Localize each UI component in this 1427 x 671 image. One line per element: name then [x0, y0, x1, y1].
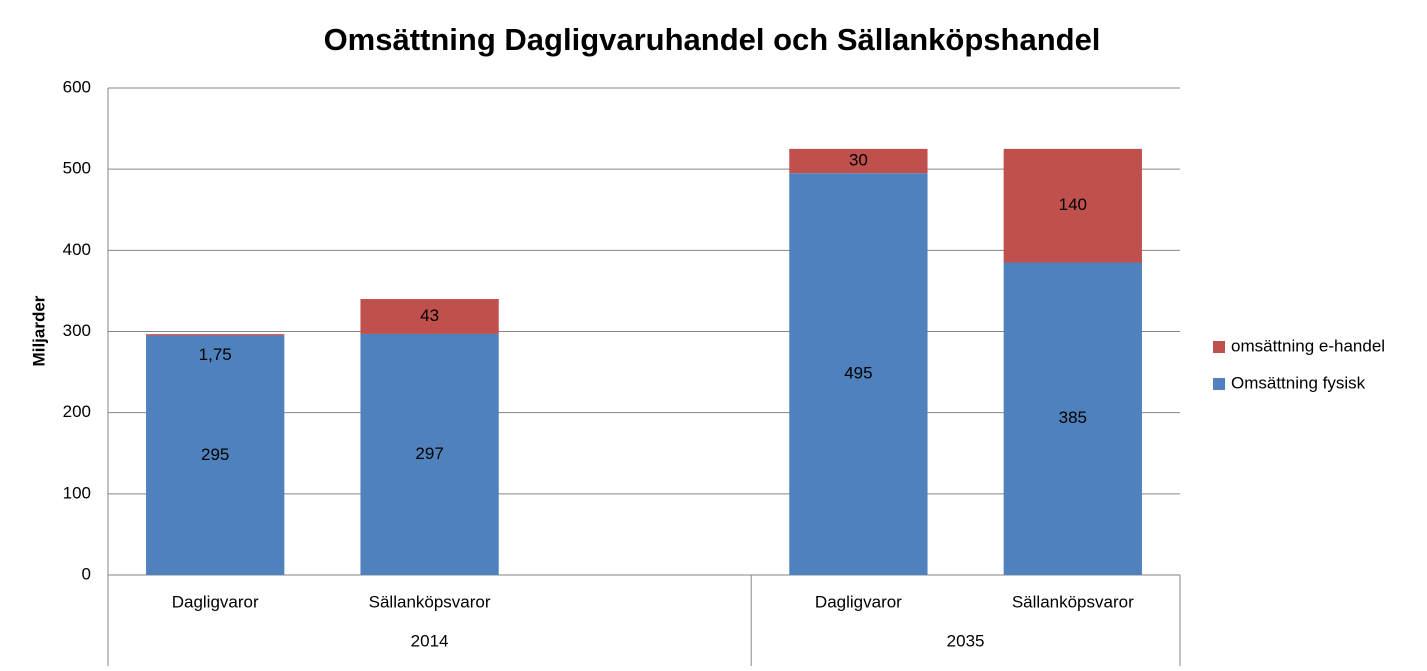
- data-label: 43: [420, 306, 439, 325]
- y-tick-label: 500: [63, 159, 91, 178]
- data-label: 385: [1059, 408, 1087, 427]
- x-tick-label: Dagligvaror: [815, 592, 902, 611]
- x-tick-label: Dagligvaror: [172, 592, 259, 611]
- group-label: 2014: [411, 631, 449, 650]
- legend-swatch: [1213, 378, 1225, 390]
- y-tick-label: 600: [63, 77, 91, 96]
- y-axis-label: Miljarder: [29, 295, 48, 366]
- bar-segment: [789, 148, 928, 174]
- bar-segment: [146, 335, 285, 575]
- bar-segment: [360, 333, 499, 575]
- legend-label: omsättning e-handel: [1231, 336, 1385, 355]
- data-label: 297: [415, 444, 443, 463]
- bar-segment: [146, 334, 285, 336]
- y-tick-label: 100: [63, 483, 91, 502]
- group-label: 2035: [947, 631, 985, 650]
- legend-label: Omsättning fysisk: [1231, 373, 1366, 392]
- y-tick-label: 400: [63, 240, 91, 259]
- y-tick-label: 300: [63, 321, 91, 340]
- y-tick-label: 200: [63, 402, 91, 421]
- data-label: 1,75: [199, 345, 232, 364]
- y-tick-label: 0: [82, 564, 91, 583]
- bar-segment: [1003, 148, 1142, 263]
- data-label: 295: [201, 445, 229, 464]
- x-tick-label: Sällanköpsvaror: [369, 592, 491, 611]
- legend-swatch: [1213, 341, 1225, 353]
- chart-title: Omsättning Dagligvaruhandel och Sällankö…: [324, 22, 1101, 57]
- bar-segment: [789, 173, 928, 575]
- x-tick-label: Sällanköpsvaror: [1012, 592, 1134, 611]
- bar-segment: [360, 299, 499, 334]
- data-label: 495: [844, 364, 872, 383]
- bar-segment: [1003, 262, 1142, 575]
- data-label: 30: [849, 151, 868, 170]
- data-label: 140: [1059, 195, 1087, 214]
